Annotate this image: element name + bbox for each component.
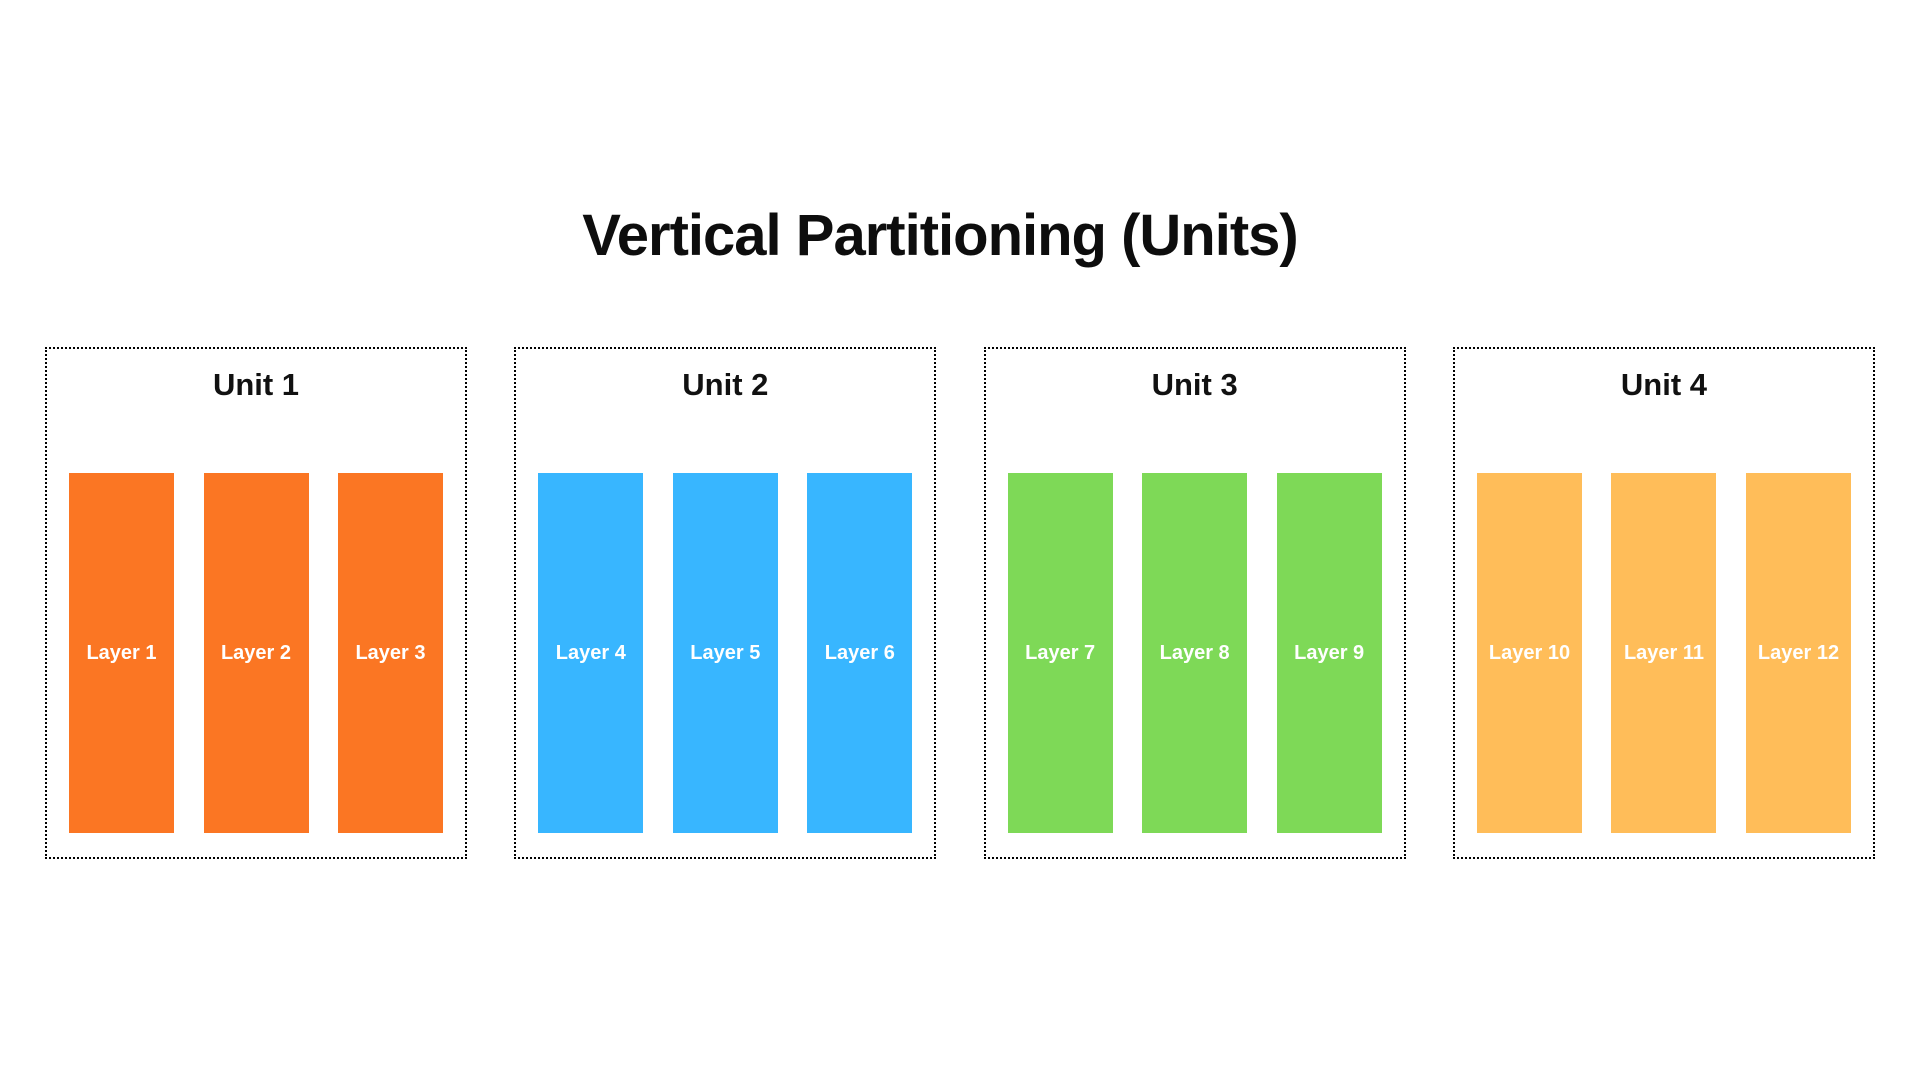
- diagram-title: Vertical Partitioning (Units): [582, 203, 1298, 268]
- layer-bar: Layer 10: [1476, 473, 1582, 833]
- layer-label: Layer 10: [1488, 641, 1571, 664]
- unit-box: Unit 3 Layer 7 Layer 8 Layer 9: [983, 347, 1406, 859]
- layer-label: Layer 3: [355, 641, 426, 664]
- layer-label: Layer 6: [824, 641, 895, 664]
- unit-title: Unit 4: [1620, 367, 1708, 402]
- layer-bar: Layer 5: [672, 473, 778, 833]
- layer-label: Layer 1: [86, 641, 157, 664]
- layer-label: Layer 12: [1757, 641, 1840, 664]
- layer-bar: Layer 8: [1142, 473, 1248, 833]
- layer-label: Layer 8: [1159, 641, 1230, 664]
- layer-label: Layer 9: [1294, 641, 1365, 664]
- layer-bar: Layer 9: [1276, 473, 1382, 833]
- layer-label: Layer 5: [690, 641, 761, 664]
- layers-row: Layer 4 Layer 5 Layer 6: [538, 473, 913, 833]
- unit-box: Unit 1 Layer 1 Layer 2 Layer 3: [45, 347, 467, 859]
- unit-title: Unit 3: [1151, 367, 1238, 402]
- layer-bar: Layer 11: [1611, 473, 1717, 833]
- layer-bar: Layer 1: [69, 473, 174, 833]
- units-row: Unit 1 Layer 1 Layer 2 Layer 3 Unit 2 La…: [45, 347, 1875, 859]
- layer-bar: Layer 7: [1007, 473, 1113, 833]
- unit-box: Unit 4 Layer 10 Layer 11 Layer 12: [1452, 347, 1875, 859]
- layer-label: Layer 4: [555, 641, 626, 664]
- layer-label: Layer 11: [1623, 641, 1705, 664]
- layers-row: Layer 10 Layer 11 Layer 12: [1476, 473, 1851, 833]
- unit-title: Unit 1: [212, 367, 300, 402]
- layers-row: Layer 7 Layer 8 Layer 9: [1007, 473, 1382, 833]
- layer-bar: Layer 4: [538, 473, 644, 833]
- layer-label: Layer 7: [1025, 641, 1096, 664]
- unit-title: Unit 2: [682, 367, 769, 402]
- layer-label: Layer 2: [220, 641, 292, 664]
- layer-bar: Layer 3: [338, 473, 443, 833]
- layers-row: Layer 1 Layer 2 Layer 3: [69, 473, 443, 833]
- layer-bar: Layer 2: [203, 473, 309, 833]
- unit-box: Unit 2 Layer 4 Layer 5 Layer 6: [514, 347, 937, 859]
- layer-bar: Layer 6: [807, 473, 913, 833]
- layer-bar: Layer 12: [1745, 473, 1851, 833]
